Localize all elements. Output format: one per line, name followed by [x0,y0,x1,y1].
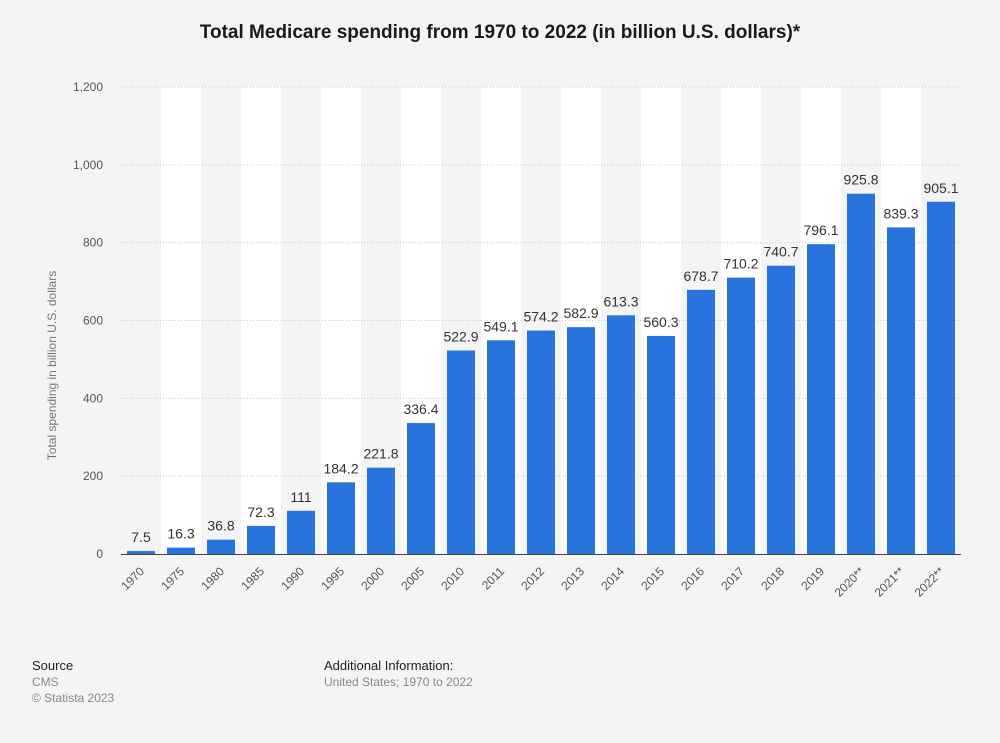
x-tick-label: 1985 [238,564,267,593]
data-label: 560.3 [643,314,678,330]
additional-info-text: United States; 1970 to 2022 [324,675,473,689]
x-tick-label: 2012 [518,564,547,593]
data-label: 16.3 [167,526,194,542]
bar [287,510,315,554]
bar [847,193,875,554]
x-tick-label: 2022** [912,564,948,600]
bar [607,315,635,554]
bar [807,244,835,554]
y-tick-label: 600 [83,314,103,328]
bar [727,277,755,554]
bar [887,227,915,554]
x-tick-label: 2010 [438,564,467,593]
data-label: 582.9 [563,305,598,321]
source-name[interactable]: CMS [32,675,59,689]
x-tick-label: 1990 [278,564,307,593]
data-label: 221.8 [363,446,398,462]
bar [167,547,195,554]
bar [367,467,395,554]
bar [487,340,515,554]
x-tick-label: 1970 [118,564,147,593]
source-heading: Source [32,658,74,673]
data-label: 710.2 [723,256,758,272]
data-label: 111 [290,489,311,505]
bar [407,423,435,554]
y-tick-label: 800 [83,236,103,250]
x-tick-label: 1995 [318,564,347,593]
bar [927,201,955,554]
bar [247,525,275,554]
y-tick-label: 1,200 [73,80,103,94]
bar [127,551,155,554]
data-label: 613.3 [603,293,638,309]
copyright-text: © Statista 2023 [32,691,115,705]
x-tick-label: 2005 [398,564,427,593]
y-axis-title: Total spending in billion U.S. dollars [45,271,59,460]
data-label: 574.2 [523,309,558,325]
data-label: 549.1 [483,318,518,334]
x-tick-label: 2013 [558,564,587,593]
x-tick-label: 2020** [832,564,868,600]
x-tick-label: 1975 [158,564,187,593]
bar [767,265,795,554]
x-tick-label: 2015 [638,564,667,593]
x-tick-label: 2018 [758,564,787,593]
data-label: 905.1 [923,180,958,196]
x-tick-label: 2016 [678,564,707,593]
bar [327,482,355,554]
y-tick-label: 1,000 [73,158,103,172]
data-label: 36.8 [207,518,234,534]
data-label: 7.5 [131,529,151,545]
additional-info-block: Additional Information: United States; 1… [324,658,473,690]
data-label: 522.9 [443,329,478,345]
bar [567,327,595,554]
additional-info-heading: Additional Information: [324,658,454,673]
data-label: 925.8 [843,172,878,188]
y-tick-label: 0 [96,547,103,561]
x-tick-label: 2021** [872,564,908,600]
data-label: 740.7 [763,244,798,260]
chart-title: Total Medicare spending from 1970 to 202… [199,22,801,43]
data-label: 184.2 [323,460,358,476]
x-tick-label: 2017 [718,564,747,593]
bar-chart: 0 200 400 600 800 1,000 1,200 7.5 1970 16.3 1975 36… [45,80,961,600]
y-tick-label: 200 [83,469,103,483]
data-label: 72.3 [247,504,274,520]
data-label: 796.1 [803,222,838,238]
bar [687,289,715,554]
x-tick-label: 2000 [358,564,387,593]
bar [207,539,235,554]
bar [447,350,475,554]
data-label: 839.3 [883,205,918,221]
x-tick-label: 2014 [598,564,627,593]
x-tick-label: 2011 [479,564,507,592]
y-tick-label: 400 [83,391,103,405]
x-tick-label: 1980 [198,564,227,593]
bar [647,335,675,554]
source-block: Source CMS © Statista 2023 [32,658,114,706]
data-label: 678.7 [683,268,718,284]
x-tick-label: 2019 [798,564,827,593]
bar [527,330,555,554]
data-label: 336.4 [403,401,438,417]
